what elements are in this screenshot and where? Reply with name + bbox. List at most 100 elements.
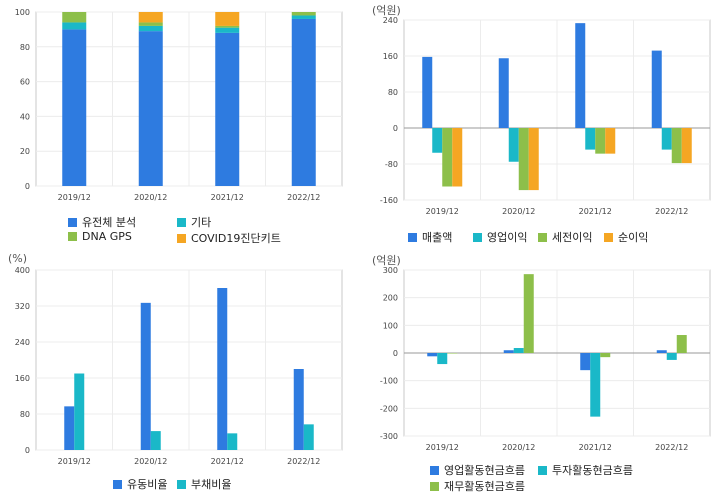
- y-tick-label: 80: [20, 43, 30, 52]
- bar: [215, 32, 240, 186]
- bar: [303, 424, 314, 450]
- legend-item: COVID19진단키트: [177, 230, 281, 246]
- bar: [671, 128, 682, 164]
- profit-loss-chart: (억원) -160 -80 0 80 160 240 2019/12 2020/12 2021/…: [360, 0, 720, 250]
- legend-label: 영업이익: [487, 231, 528, 244]
- legend-item: 부채비율: [177, 476, 231, 492]
- bar: [528, 128, 539, 191]
- bar: [585, 128, 596, 150]
- legend-item: 영업이익: [473, 229, 527, 245]
- x-tick-label: 2022/12: [287, 193, 320, 202]
- bar: [138, 22, 163, 26]
- bar: [681, 128, 692, 164]
- legend-label: 유동비율: [127, 478, 168, 491]
- legend-label: DNA GPS: [82, 230, 132, 243]
- bar: [62, 22, 87, 30]
- legend-item: 영업활동현금흐름: [430, 462, 525, 478]
- bar: [651, 50, 662, 128]
- stability-ratio-plot: 0 80 160 240 320 400 2019/12 2020/12 2021/12 2022…: [15, 266, 343, 466]
- bar: [666, 353, 677, 360]
- y-tick-label: 20: [20, 147, 30, 156]
- bar: [661, 128, 672, 150]
- legend-item: 기타: [177, 214, 211, 230]
- legend-item: 매출액: [408, 229, 452, 245]
- legend-label: 기타: [191, 216, 212, 229]
- x-tick-label: 2019/12: [58, 457, 91, 466]
- x-tick-label: 2022/12: [655, 207, 688, 216]
- x-tick-label: 2020/12: [134, 457, 167, 466]
- x-tick-label: 2019/12: [426, 443, 459, 452]
- chart-unit-label: (억원): [372, 254, 401, 267]
- revenue-mix-chart: 0 20 40 60 80 100 2019/12 2020/12 2021/12 2022/12…: [0, 0, 350, 250]
- legend-label: COVID19진단키트: [191, 232, 281, 245]
- legend-swatch: [68, 217, 77, 227]
- y-tick-label: 400: [15, 266, 30, 275]
- legend-swatch: [473, 232, 482, 242]
- bar: [227, 433, 238, 450]
- y-tick-label: 300: [383, 266, 398, 275]
- revenue-mix-plot: 0 20 40 60 80 100 2019/12 2020/12 2021/12 2022/12: [15, 8, 343, 202]
- legend-label: 재무활동현금흐름: [444, 480, 525, 493]
- bar: [523, 274, 534, 353]
- y-tick-label: 0: [393, 349, 398, 358]
- profit-loss-legend: 매출액 영업이익 세전이익 순이익: [360, 0, 720, 250]
- bar: [513, 348, 524, 353]
- y-tick-label: 60: [20, 78, 30, 87]
- bar: [442, 128, 453, 187]
- legend-item: DNA GPS: [68, 230, 132, 243]
- bar: [138, 12, 163, 23]
- legend-swatch: [538, 465, 547, 475]
- y-tick-label: -200: [380, 404, 398, 413]
- x-tick-label: 2020/12: [502, 443, 535, 452]
- y-tick-label: 100: [15, 8, 30, 17]
- bar: [422, 56, 433, 128]
- bar: [64, 406, 75, 450]
- y-tick-label: -300: [380, 432, 398, 441]
- y-tick-label: 100: [383, 321, 398, 330]
- legend-item: 순이익: [604, 229, 648, 245]
- legend-swatch: [177, 233, 186, 243]
- legend-label: 유전체 분석: [82, 216, 137, 229]
- x-tick-label: 2021/12: [211, 193, 244, 202]
- bar: [293, 369, 304, 450]
- y-tick-label: 40: [20, 112, 30, 121]
- legend-label: 부채비율: [191, 478, 232, 491]
- y-tick-label: 240: [15, 338, 30, 347]
- legend-item: 유동비율: [113, 476, 167, 492]
- chart-unit-label: (억원): [372, 4, 401, 17]
- legend-label: 영업활동현금흐름: [444, 464, 525, 477]
- bar: [138, 31, 163, 186]
- y-tick-label: 0: [393, 124, 398, 133]
- bar: [291, 18, 316, 187]
- bar: [62, 12, 87, 23]
- bar: [140, 302, 151, 450]
- chart-unit-label: (%): [8, 252, 28, 265]
- bar: [215, 27, 240, 33]
- bar: [676, 335, 687, 353]
- legend-label: 순이익: [618, 231, 649, 244]
- bar: [605, 128, 616, 154]
- legend-swatch: [177, 217, 186, 227]
- y-tick-label: 160: [15, 374, 30, 383]
- bar: [150, 431, 161, 450]
- y-tick-label: 240: [383, 16, 398, 25]
- y-tick-label: 0: [25, 182, 30, 191]
- bar: [427, 353, 438, 357]
- y-tick-label: -80: [385, 160, 398, 169]
- legend-swatch: [430, 481, 439, 491]
- bar: [138, 25, 163, 32]
- bar: [600, 353, 611, 358]
- bar: [498, 58, 509, 128]
- stability-ratio-chart: (%) 0 80 160 240 320 400 2019/12 2020/12 2021/12…: [0, 250, 350, 496]
- bar: [437, 353, 448, 365]
- x-tick-label: 2021/12: [579, 207, 612, 216]
- legend-label: 매출액: [422, 231, 453, 244]
- bar: [595, 128, 606, 154]
- bar: [656, 350, 667, 353]
- bar: [291, 15, 316, 19]
- bar: [590, 353, 601, 417]
- bar: [580, 353, 591, 371]
- legend-swatch: [430, 465, 439, 475]
- bar: [575, 23, 586, 128]
- legend-swatch: [538, 232, 547, 242]
